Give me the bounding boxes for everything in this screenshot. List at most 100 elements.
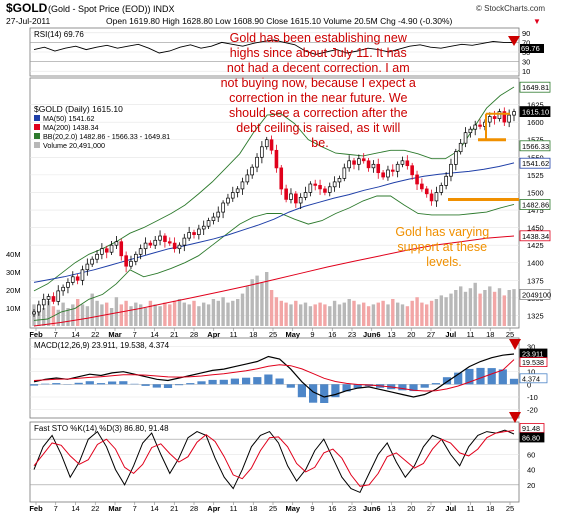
candle-body <box>400 160 405 165</box>
candle-body <box>395 163 400 172</box>
price-value-box: 1649.81 <box>519 81 551 93</box>
value-box-frame <box>519 288 551 300</box>
candle-body <box>75 276 80 281</box>
candle-body <box>197 228 201 235</box>
x-tick-label: 13 <box>387 330 395 339</box>
volume-bar <box>488 286 492 326</box>
volume-bar <box>342 302 346 326</box>
macd-hist-bar <box>175 384 184 386</box>
volume-bar <box>332 300 337 326</box>
x-tick-label: 18 <box>249 330 257 339</box>
price-tick-label: 1575 <box>527 136 544 145</box>
annotation-main-line-6: should see a correction after the <box>229 106 408 120</box>
candle-body <box>274 149 279 169</box>
volume-bar <box>492 291 497 326</box>
volume-bar <box>284 302 288 326</box>
volume-bar <box>61 302 65 326</box>
value-box-label: 86.80 <box>522 434 540 443</box>
candle-body <box>66 282 70 288</box>
price-panel <box>29 77 520 329</box>
x-tick-label: 11 <box>230 504 238 513</box>
candle-body <box>429 193 434 202</box>
x-tick-label: Jun6 <box>363 330 381 339</box>
candle-body <box>337 178 342 183</box>
macd-panel <box>29 337 520 419</box>
volume-bar <box>400 304 405 326</box>
candle-body <box>211 216 216 221</box>
x-tick-label: 25 <box>269 504 277 513</box>
value-box-label: 2049100 <box>522 290 551 299</box>
price-value-boxes: 1649.81 1615.10 1566.33 1541.62 1482.86 1438.… <box>519 81 551 300</box>
value-box-frame <box>519 157 551 169</box>
volume-bar <box>158 306 162 326</box>
value-box-frame <box>519 199 551 210</box>
macd-value-box: 19.538 <box>519 357 548 367</box>
volume-bar <box>444 297 448 326</box>
volume-bar <box>95 300 99 326</box>
x-tick-label: 25 <box>506 330 514 339</box>
macd-hist-bar <box>420 384 429 388</box>
volume-bar <box>211 299 216 326</box>
volume-bar <box>143 308 148 326</box>
volume-bar <box>425 304 429 326</box>
volume-bar <box>410 300 414 326</box>
x-tick-label: 21 <box>170 330 178 339</box>
macd-hist-bar <box>197 381 206 385</box>
macd-hist-bar <box>141 384 150 386</box>
price-value-box: 1482.86 <box>519 199 551 210</box>
volume-bar <box>187 304 191 326</box>
price-value-box: 1615.10 <box>519 106 551 117</box>
rsi-tick-label: 10 <box>522 67 530 76</box>
candle-body <box>143 242 148 250</box>
x-tick-label: 11 <box>467 330 475 339</box>
red-arrow-icon-top <box>508 36 520 46</box>
quote-line: Open 1619.80 High 1628.80 Low 1608.90 Cl… <box>106 16 453 26</box>
macd-tick-label: -20 <box>527 406 538 415</box>
candle-body <box>138 248 143 255</box>
bb-upper-line <box>33 86 515 292</box>
volume-bar <box>148 300 153 326</box>
volume-bar <box>507 290 511 326</box>
value-box-frame <box>519 230 551 242</box>
candle-body <box>182 237 187 246</box>
macd-hist-bar <box>498 369 507 385</box>
candle-body <box>134 253 138 262</box>
volume-bar <box>114 297 119 326</box>
x-tick-label: 7 <box>54 330 58 339</box>
volume-bar <box>206 304 211 326</box>
volume-bar <box>386 304 390 326</box>
candle-body <box>51 296 56 302</box>
support-lines <box>448 112 519 201</box>
value-box-frame <box>519 81 551 93</box>
annotation-main-line-4: not buying now, because I expect a <box>221 76 416 90</box>
x-tick-label: 13 <box>387 504 395 513</box>
macd-hist-bar <box>487 368 496 385</box>
rsi-tick-label: 30 <box>522 58 530 67</box>
macd-hist-bar <box>297 384 306 398</box>
x-tick-label: Apr <box>207 330 220 339</box>
price-tick-label: 1525 <box>527 171 544 180</box>
x-tick-label: 7 <box>133 330 137 339</box>
volume-bar <box>172 300 177 326</box>
candle-body <box>61 286 65 292</box>
bb-lower-line <box>33 195 515 321</box>
candle-body <box>410 165 414 176</box>
macd-hist-bar <box>353 384 362 388</box>
legend-swatch <box>34 133 40 139</box>
legend-swatch <box>34 115 40 121</box>
macd-hist-bar <box>454 372 463 385</box>
macd-hist-bar <box>208 379 217 385</box>
volume-bar <box>71 304 75 326</box>
macd-hist-bar <box>152 384 161 388</box>
volume-bar <box>85 306 90 326</box>
volume-bar <box>231 300 235 326</box>
price-tick-label: 1375 <box>527 276 544 285</box>
value-box-label: 1615.10 <box>522 108 549 117</box>
macd-hist-bar <box>431 383 440 385</box>
x-tick-label: 22 <box>91 504 99 513</box>
volume-bar <box>260 282 264 326</box>
volume-bar <box>420 302 424 326</box>
candle-body <box>458 142 463 153</box>
volume-bar <box>512 289 516 326</box>
volume-bar <box>245 286 250 326</box>
